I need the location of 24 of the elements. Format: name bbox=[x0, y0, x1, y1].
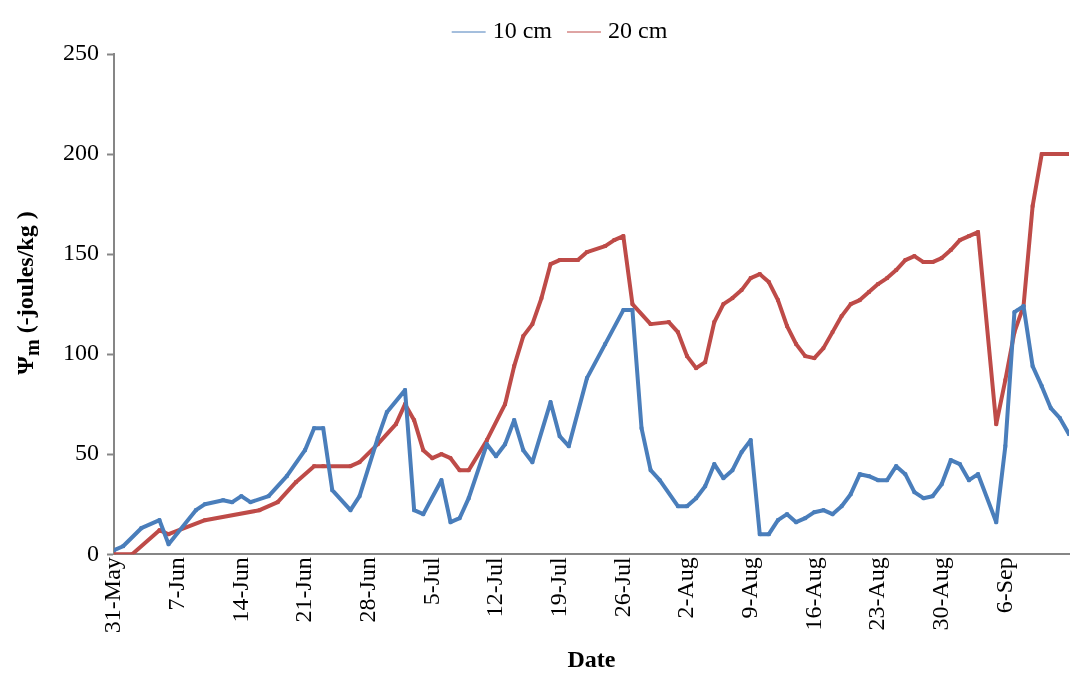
x-tick-label: 9-Aug bbox=[735, 557, 762, 619]
y-tick-label: 100 bbox=[63, 339, 99, 366]
x-tick-label: 19-Jul bbox=[544, 556, 571, 618]
x-tick-label: 30-Aug bbox=[926, 557, 953, 631]
x-tick-label: 23-Aug bbox=[863, 557, 890, 631]
legend-label: 10 cm bbox=[492, 17, 553, 44]
y-tick-label: 250 bbox=[63, 39, 99, 66]
x-tick-label: 2-Aug bbox=[672, 557, 699, 619]
x-tick-label: 31-May bbox=[99, 557, 126, 634]
x-tick-label: 28-Jun bbox=[353, 557, 380, 623]
y-tick-label: 0 bbox=[87, 539, 99, 566]
x-tick-label: 26-Jul bbox=[608, 556, 635, 618]
x-axis-title: Date bbox=[567, 645, 616, 672]
legend-label: 20 cm bbox=[608, 17, 668, 44]
x-tick-label: 16-Aug bbox=[799, 557, 826, 631]
x-tick-label: 5-Jul bbox=[417, 556, 444, 606]
x-tick-label: 7-Jun bbox=[162, 557, 189, 611]
x-tick-label: 6-Sep bbox=[990, 557, 1017, 614]
y-tick-label: 150 bbox=[63, 239, 99, 266]
y-tick-label: 50 bbox=[75, 439, 99, 466]
y-tick-label: 200 bbox=[63, 139, 99, 166]
x-tick-label: 21-Jun bbox=[290, 557, 317, 623]
x-tick-label: 12-Jul bbox=[481, 556, 508, 618]
x-tick-label: 14-Jun bbox=[226, 557, 253, 623]
